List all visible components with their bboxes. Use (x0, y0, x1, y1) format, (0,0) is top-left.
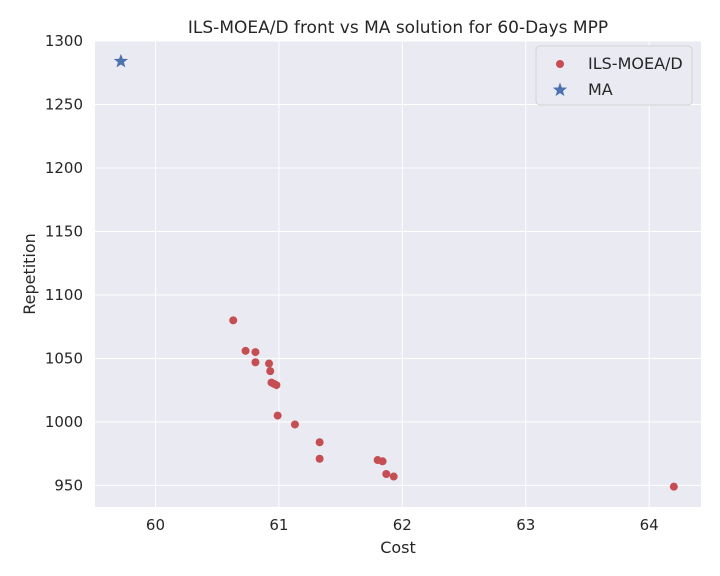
x-tick-label: 63 (516, 516, 535, 534)
data-point-ils-moea-d (378, 457, 387, 466)
data-points (113, 53, 678, 491)
x-tick-label: 60 (146, 516, 165, 534)
data-point-ils-moea-d (273, 411, 282, 420)
data-point-ils-moea-d (251, 348, 260, 357)
legend-marker-ma (552, 82, 568, 97)
data-point-ils-moea-d (266, 367, 275, 376)
data-point-ils-moea-d (272, 381, 281, 390)
y-tick-label: 1200 (45, 159, 83, 177)
x-tick-label: 61 (269, 516, 288, 534)
legend-marker-ils-moea-d (556, 60, 564, 68)
chart-title: ILS-MOEA/D front vs MA solution for 60-D… (188, 18, 608, 38)
plot-area (95, 41, 701, 507)
data-point-ils-moea-d (265, 359, 274, 368)
data-point-ils-moea-d (251, 358, 260, 367)
data-point-ils-moea-d (382, 469, 391, 478)
legend-box (535, 45, 693, 106)
data-point-ma (113, 53, 129, 68)
legend-label-ma: MA (588, 80, 613, 99)
y-tick-label: 950 (54, 476, 83, 494)
y-tick-label: 1100 (45, 286, 83, 304)
y-tick-label: 1300 (45, 32, 83, 50)
data-point-ils-moea-d (315, 454, 324, 463)
data-point-ils-moea-d (669, 482, 678, 491)
legend: ILS-MOEA/D MA (535, 45, 693, 106)
y-tick-label: 1150 (45, 222, 83, 240)
y-tick-label: 1050 (45, 349, 83, 367)
x-tick-label: 64 (640, 516, 659, 534)
x-tick-labels: 60 61 62 63 64 (146, 516, 659, 534)
data-point-ils-moea-d (241, 346, 250, 355)
legend-label-ils-moea-d: ILS-MOEA/D (588, 54, 683, 73)
data-point-ils-moea-d (389, 472, 398, 481)
x-axis-label: Cost (380, 538, 416, 557)
x-tick-label: 62 (393, 516, 412, 534)
y-tick-label: 1250 (45, 95, 83, 113)
data-point-ils-moea-d (315, 438, 324, 447)
grid-lines (95, 40, 701, 507)
data-point-ils-moea-d (229, 316, 238, 325)
y-axis-label: Repetition (20, 233, 39, 315)
y-tick-labels: 950 1000 1050 1100 1150 1200 1250 1300 (45, 32, 83, 494)
data-point-ils-moea-d (290, 420, 299, 429)
y-tick-label: 1000 (45, 413, 83, 431)
